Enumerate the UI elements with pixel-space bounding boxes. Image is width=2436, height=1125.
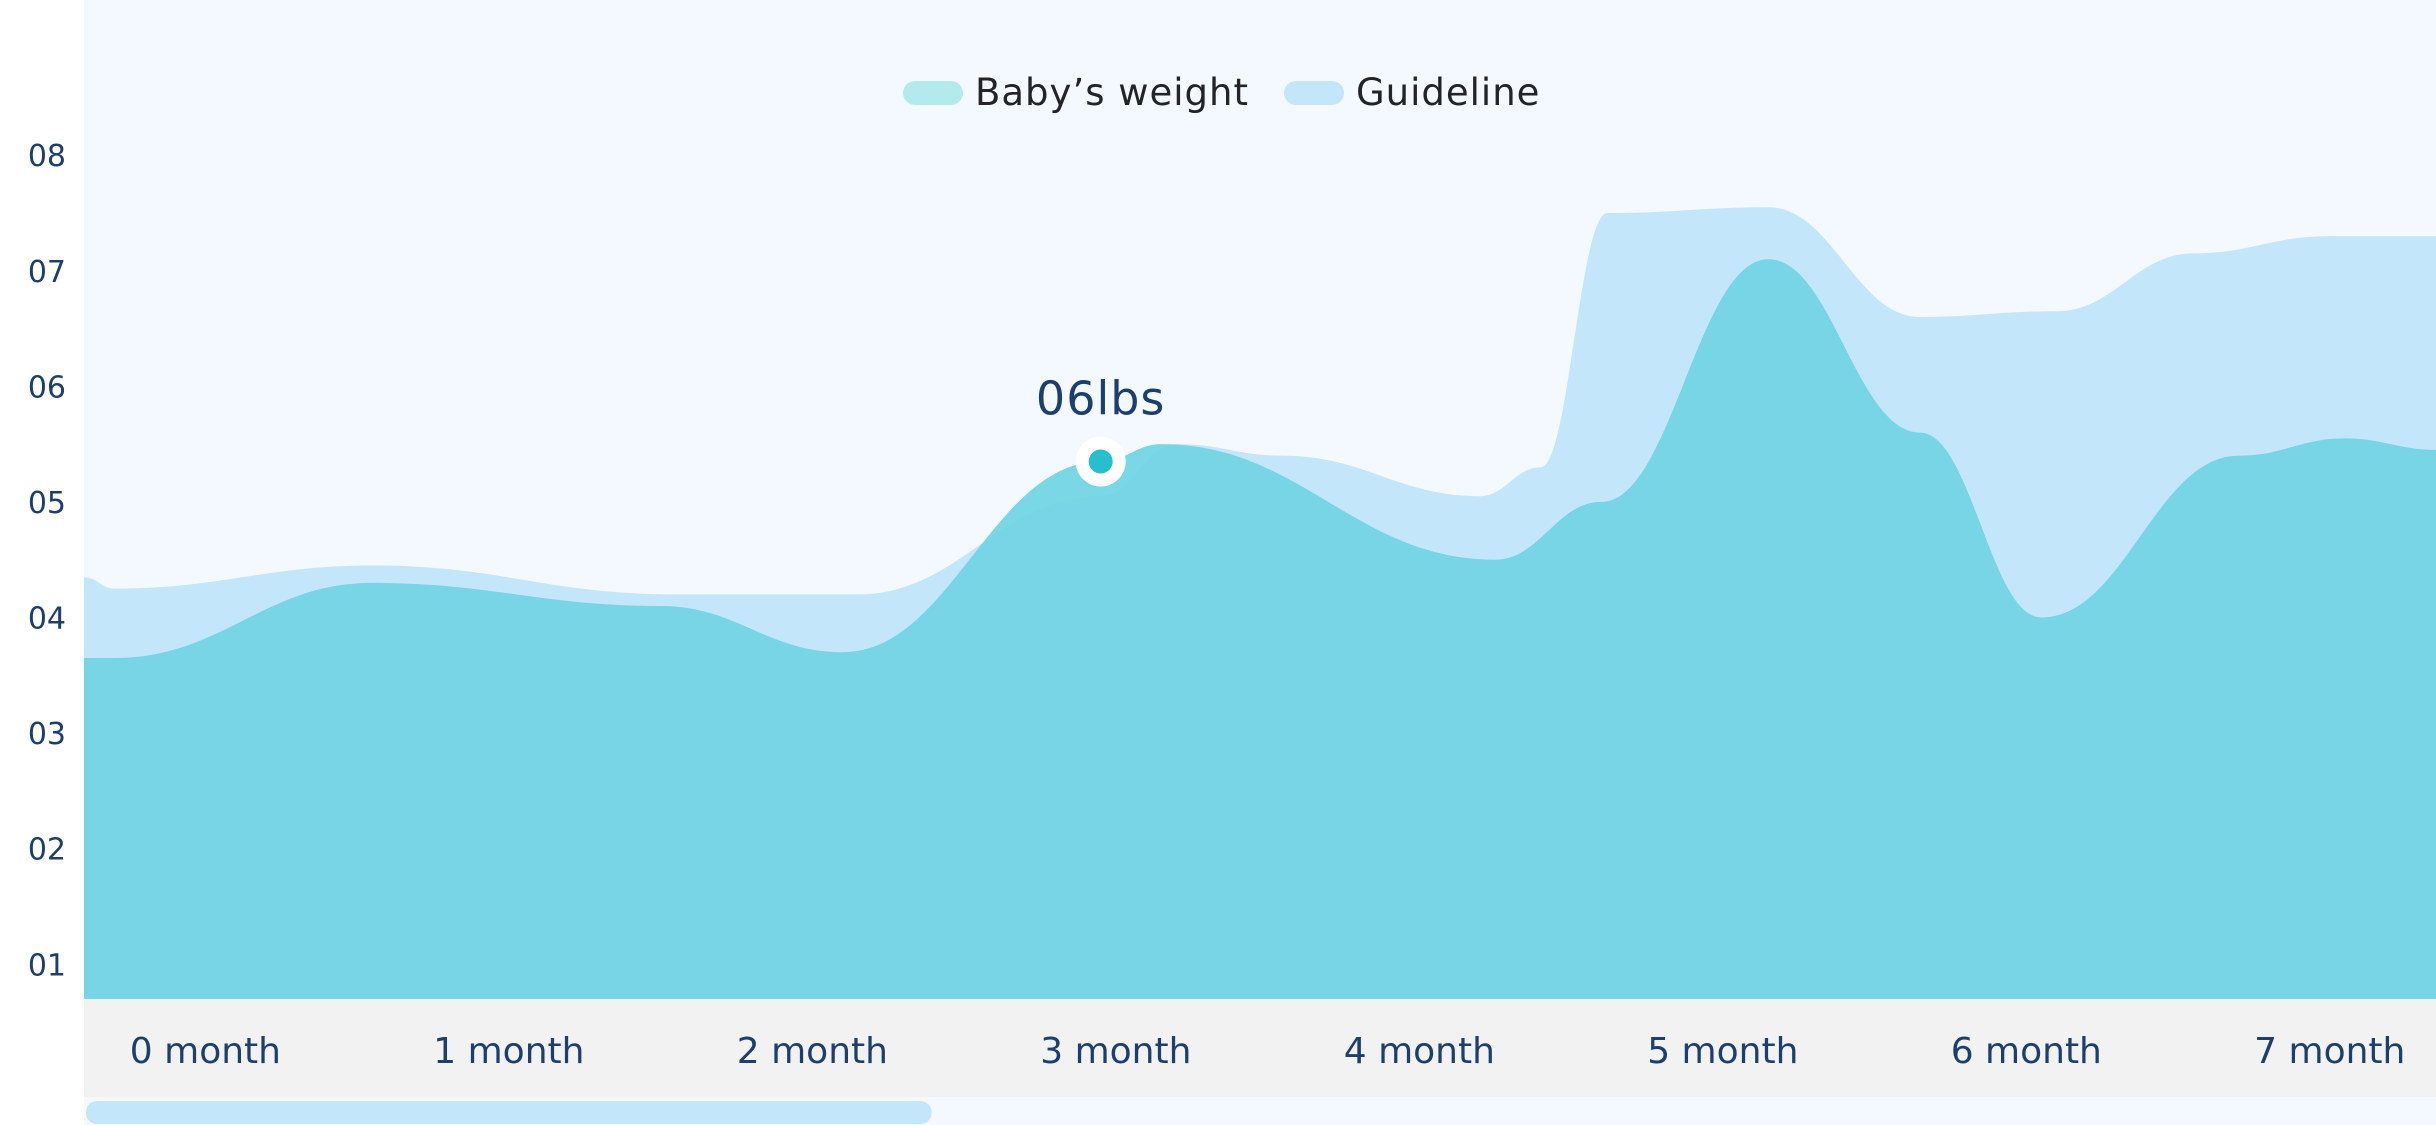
x-tick-label: 7 month xyxy=(2254,1031,2405,1072)
value-callout-label: 06lbs xyxy=(1036,371,1165,425)
legend-swatch-baby-weight xyxy=(903,81,963,105)
highlighted-point[interactable]: 06lbs xyxy=(1036,371,1165,487)
baby-weight-series xyxy=(84,259,2436,999)
y-axis: 01 02 03 04 05 06 07 08 xyxy=(28,139,66,983)
legend-label-baby-weight: Baby’s weight xyxy=(975,71,1249,114)
baby-weight-area xyxy=(84,259,2436,999)
legend-item-guideline[interactable]: Guideline xyxy=(1284,71,1540,114)
data-point-marker[interactable] xyxy=(1088,449,1113,474)
y-tick-label: 06 xyxy=(28,370,66,405)
legend-item-baby-weight[interactable]: Baby’s weight xyxy=(903,71,1249,114)
legend: Baby’s weight Guideline xyxy=(903,71,1540,114)
legend-swatch-guideline xyxy=(1284,81,1344,105)
y-tick-label: 01 xyxy=(28,948,66,983)
y-tick-label: 04 xyxy=(28,602,66,637)
x-tick-label: 5 month xyxy=(1647,1031,1798,1072)
legend-label-guideline: Guideline xyxy=(1356,71,1540,114)
x-tick-label: 1 month xyxy=(433,1031,584,1072)
y-tick-label: 03 xyxy=(28,717,66,752)
y-tick-label: 08 xyxy=(28,139,66,174)
y-tick-label: 05 xyxy=(28,486,66,521)
x-axis-band xyxy=(84,999,2436,1097)
y-tick-label: 02 xyxy=(28,833,66,868)
x-tick-label: 0 month xyxy=(130,1031,281,1072)
x-tick-label: 6 month xyxy=(1951,1031,2102,1072)
x-axis: 0 month 1 month 2 month 3 month 4 month 5 mon… xyxy=(130,1031,2406,1072)
horizontal-scrollbar-thumb[interactable] xyxy=(86,1101,932,1124)
x-tick-label: 3 month xyxy=(1040,1031,1191,1072)
x-tick-label: 4 month xyxy=(1344,1031,1495,1072)
x-tick-label: 2 month xyxy=(737,1031,888,1072)
y-tick-label: 07 xyxy=(28,255,66,290)
